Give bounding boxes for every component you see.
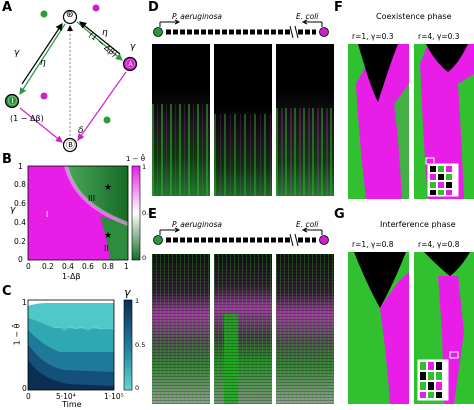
node-top (62, 9, 78, 25)
edge-top-left-out (19, 23, 66, 96)
time-series-cb-tick: 1 (135, 297, 140, 305)
kymograph-e-2 (214, 254, 272, 404)
panel-letter-e: E (148, 207, 157, 222)
ytick: 0.6 (14, 199, 26, 208)
coexistence-right-caption: r=4, γ=0.3 (418, 32, 460, 41)
channel-schematic-e (153, 227, 329, 247)
time-series-ytick: 0 (22, 384, 27, 393)
region-green-fill (66, 166, 128, 224)
edge-top-right-in (79, 21, 121, 55)
xtick: 0.2 (42, 262, 54, 271)
region-III-label: III (88, 194, 96, 203)
label-eta-left: η (40, 58, 46, 68)
label-delta-beta-left: (1 − Δβ) (10, 114, 44, 123)
edge-right-bottom (77, 71, 127, 141)
label-gamma-left: γ (14, 48, 20, 58)
node-right (122, 56, 138, 72)
snapshot-g-right (414, 252, 474, 404)
phase-cb-tick: 1 (142, 163, 147, 171)
ytick: 0.4 (14, 218, 26, 227)
interference-left-caption: r=1, γ=0.8 (352, 240, 394, 249)
node-top-label: ⊛ (66, 10, 74, 20)
star-lower: ★ (104, 231, 112, 241)
node-left-label: Ⓘ (8, 97, 18, 107)
xtick: 0.8 (102, 262, 114, 271)
time-series-xlabel: Time (62, 400, 82, 409)
kymo-d-right-label: E. coli (296, 12, 319, 21)
channel-schematic-d (153, 19, 329, 39)
label-eta-right: η (102, 28, 108, 38)
label-gamma-right: γ (130, 42, 136, 52)
snapshot-f-left (348, 44, 409, 199)
node-bottom (62, 137, 78, 153)
xtick: 0.6 (82, 262, 94, 271)
edge-top-left-in (21, 23, 63, 85)
xtick: 0.4 (62, 262, 74, 271)
kymograph-d-3 (276, 44, 334, 196)
kymograph-d-1 (152, 44, 210, 196)
edge-left-bottom (19, 107, 63, 143)
panel-letter-f: F (334, 0, 343, 15)
dot-magenta-top (92, 4, 100, 12)
kymograph-e-1 (152, 254, 210, 404)
region-boundary-blur (64, 165, 129, 226)
phase-ylabel: γ (10, 205, 16, 215)
region-II-label: II (104, 244, 109, 253)
coexistence-title: Coexistence phase (376, 12, 452, 21)
ytick: 0 (18, 255, 23, 264)
region-green-lower (100, 216, 128, 260)
node-left (4, 93, 20, 109)
panel-letter-a: A (2, 0, 13, 15)
time-series-xtick: 5·10⁴ (56, 392, 76, 401)
ytick: 0.8 (14, 180, 26, 189)
ytick: 1 (18, 162, 23, 171)
phase-cb-tick: 0 (142, 254, 147, 262)
star-upper: ★ (104, 183, 112, 193)
time-series-plot (27, 299, 115, 391)
panel-letter-b: B (2, 152, 12, 167)
time-series-colorbar (123, 299, 133, 391)
dot-magenta-left (40, 92, 48, 100)
time-series-xtick: 1·10⁵ (104, 392, 124, 401)
time-series-cb-tick: 0 (135, 384, 140, 392)
ytick: 0.2 (14, 237, 26, 246)
kymograph-d-2 (214, 44, 272, 196)
panel-letter-g: G (334, 207, 345, 222)
kymo-d-left-label: P. aeruginosa (172, 12, 222, 21)
series-band-5 (28, 360, 114, 390)
phase-diagram: ★ ★ (27, 165, 129, 261)
time-series-cb-tick: 0.5 (135, 341, 146, 349)
coexistence-left-caption: r=1, γ=0.3 (352, 32, 394, 41)
snapshot-g-left (348, 252, 409, 404)
label-delta-bottom: δ (78, 126, 84, 136)
xtick: 0 (26, 262, 31, 271)
phase-cb-tick: 0.5 (142, 209, 153, 217)
node-bottom-label: Ⓑ (66, 141, 76, 151)
phase-frame (27, 165, 129, 261)
series-noise (53, 325, 115, 331)
snapshot-f-right (414, 44, 474, 199)
node-right-label: Ⓐ (126, 60, 136, 70)
time-series-ylabel: 1 − θ̄ (12, 323, 22, 346)
state-diagram (4, 4, 138, 153)
phase-xlabel: 1-Δβ (62, 272, 81, 281)
interference-title: Interference phase (380, 220, 456, 229)
panel-letter-d: D (148, 0, 159, 15)
time-series-ytick: 1 (22, 298, 27, 307)
dot-green-right (103, 116, 111, 124)
panel-letter-c: C (2, 284, 12, 299)
xtick: 1 (124, 262, 129, 271)
kymo-e-left-label: P. aeruginosa (172, 220, 222, 229)
region-I-label: I (46, 210, 49, 219)
time-series-xtick: 0 (26, 392, 31, 401)
kymo-e-right-label: E. coli (296, 220, 319, 229)
interference-right-caption: r=4, γ=0.8 (418, 240, 460, 249)
time-series-colorbar-title: γ (124, 286, 131, 299)
phase-colorbar-title: 1 − θ̄ (126, 155, 146, 163)
kymograph-e-3 (276, 254, 334, 404)
phase-colorbar (131, 165, 141, 261)
dot-green-top (40, 10, 48, 18)
